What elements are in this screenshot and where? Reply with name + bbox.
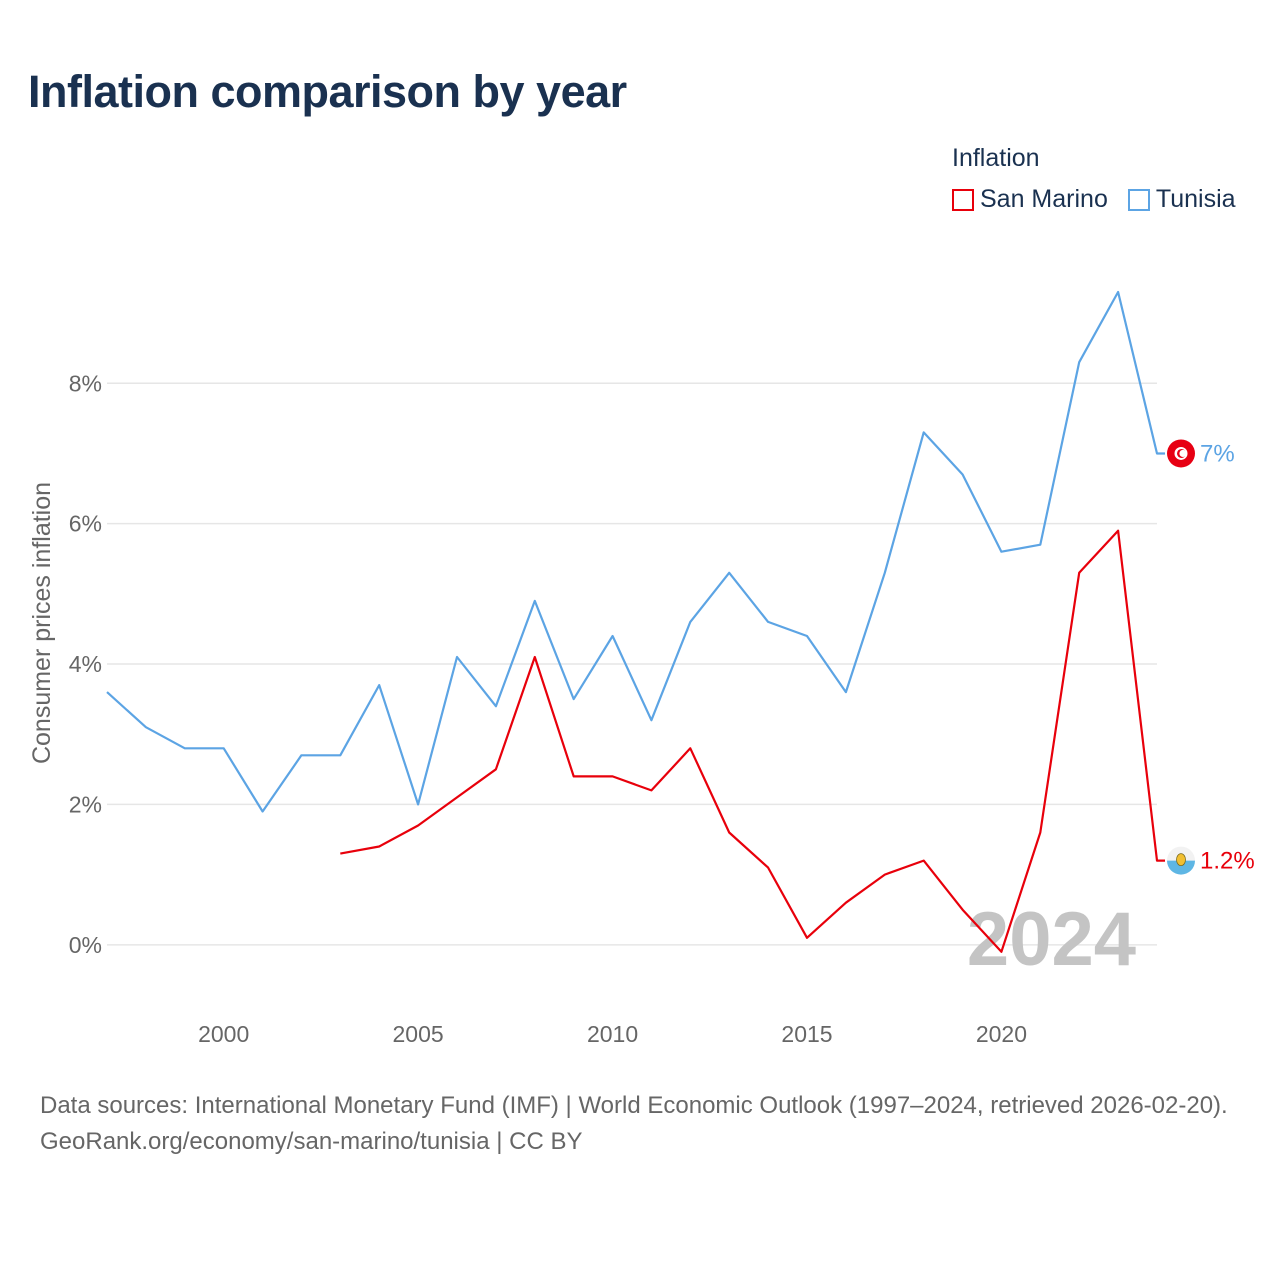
data-point-tunisia xyxy=(1038,542,1043,547)
data-point-san-marino xyxy=(882,872,887,877)
legend-label-san-marino: San Marino xyxy=(980,185,1108,213)
data-point-tunisia xyxy=(999,549,1004,554)
legend-swatch-tunisia xyxy=(1127,188,1150,211)
data-point-san-marino xyxy=(1077,570,1082,575)
data-point-tunisia xyxy=(416,802,421,807)
legend-label-tunisia: Tunisia xyxy=(1155,185,1236,213)
data-point-san-marino xyxy=(1038,830,1043,835)
data-point-tunisia xyxy=(571,697,576,702)
data-point-tunisia xyxy=(182,746,187,751)
data-point-tunisia xyxy=(299,753,304,758)
end-value-label-tunisia: 7% xyxy=(1200,440,1235,467)
data-point-tunisia xyxy=(377,683,382,688)
data-point-san-marino xyxy=(416,823,421,828)
data-point-san-marino xyxy=(1116,528,1121,533)
series-line-tunisia xyxy=(106,290,1165,813)
year-watermark: 2024 xyxy=(967,897,1136,982)
legend: Inflation San Marino Tunisia xyxy=(952,144,1236,214)
data-point-tunisia xyxy=(960,472,965,477)
x-tick-label: 2015 xyxy=(781,1021,832,1047)
data-point-san-marino xyxy=(843,900,848,905)
footer: Data sources: International Monetary Fun… xyxy=(40,1088,1250,1160)
data-point-san-marino xyxy=(688,746,693,751)
legend-title: Inflation xyxy=(952,144,1040,172)
data-point-san-marino xyxy=(727,830,732,835)
data-point-san-marino xyxy=(493,767,498,772)
x-tick-label: 2000 xyxy=(198,1021,249,1047)
data-point-san-marino xyxy=(455,795,460,800)
san-marino-flag-icon xyxy=(1167,846,1195,875)
data-point-tunisia xyxy=(843,690,848,695)
data-point-tunisia xyxy=(610,633,615,638)
data-point-tunisia xyxy=(921,430,926,435)
tunisia-flag-icon xyxy=(1167,439,1195,468)
data-point-tunisia xyxy=(766,619,771,624)
y-tick-label: 8% xyxy=(69,370,102,396)
data-point-san-marino xyxy=(805,935,810,940)
data-point-tunisia xyxy=(649,718,654,723)
credit-link[interactable]: GeoRank.org/economy/san-marino/tunisia |… xyxy=(40,1128,583,1155)
data-point-tunisia xyxy=(455,655,460,660)
data-point-san-marino xyxy=(532,655,537,660)
data-point-san-marino xyxy=(960,907,965,912)
y-axis-label: Consumer prices inflation xyxy=(28,482,56,764)
legend-item-san-marino[interactable]: San Marino xyxy=(952,185,1108,214)
data-point-san-marino xyxy=(338,851,343,856)
line-chart: 0% 2% 4% 6% 8% 2000 2005 2010 2015 2020 Consumer p… xyxy=(28,290,1255,1047)
x-tick-label: 2005 xyxy=(393,1021,444,1047)
data-point-tunisia xyxy=(805,633,810,638)
data-point-tunisia xyxy=(143,725,148,730)
y-tick-label: 4% xyxy=(69,651,102,677)
legend-item-tunisia[interactable]: Tunisia xyxy=(1127,185,1236,214)
data-point-tunisia xyxy=(882,570,887,575)
data-sources-note: Data sources: International Monetary Fun… xyxy=(40,1092,1228,1119)
data-point-san-marino xyxy=(999,949,1004,954)
data-point-tunisia xyxy=(1155,451,1160,456)
data-point-tunisia xyxy=(727,570,732,575)
data-point-san-marino xyxy=(377,844,382,849)
data-point-san-marino xyxy=(571,774,576,779)
data-point-san-marino xyxy=(921,858,926,863)
legend-swatch-san-marino xyxy=(952,188,974,211)
data-point-tunisia xyxy=(260,809,265,814)
data-point-tunisia xyxy=(532,598,537,603)
data-point-san-marino xyxy=(649,788,654,793)
series-line-san-marino xyxy=(340,529,1165,953)
data-point-tunisia xyxy=(105,690,110,695)
data-point-san-marino xyxy=(1155,858,1160,863)
data-point-san-marino xyxy=(610,774,615,779)
x-tick-label: 2010 xyxy=(587,1021,638,1047)
y-tick-label: 2% xyxy=(69,791,102,817)
data-point-tunisia xyxy=(1116,290,1121,295)
data-point-tunisia xyxy=(688,619,693,624)
data-point-tunisia xyxy=(1077,360,1082,365)
x-tick-label: 2020 xyxy=(976,1021,1027,1047)
y-tick-label: 6% xyxy=(69,511,102,537)
end-value-label-san-marino: 1.2% xyxy=(1200,848,1255,875)
data-point-tunisia xyxy=(493,704,498,709)
data-point-tunisia xyxy=(338,753,343,758)
data-point-tunisia xyxy=(221,746,226,751)
data-point-san-marino xyxy=(766,865,771,870)
y-tick-label: 0% xyxy=(69,932,102,958)
chart-title: Inflation comparison by year xyxy=(28,66,627,117)
